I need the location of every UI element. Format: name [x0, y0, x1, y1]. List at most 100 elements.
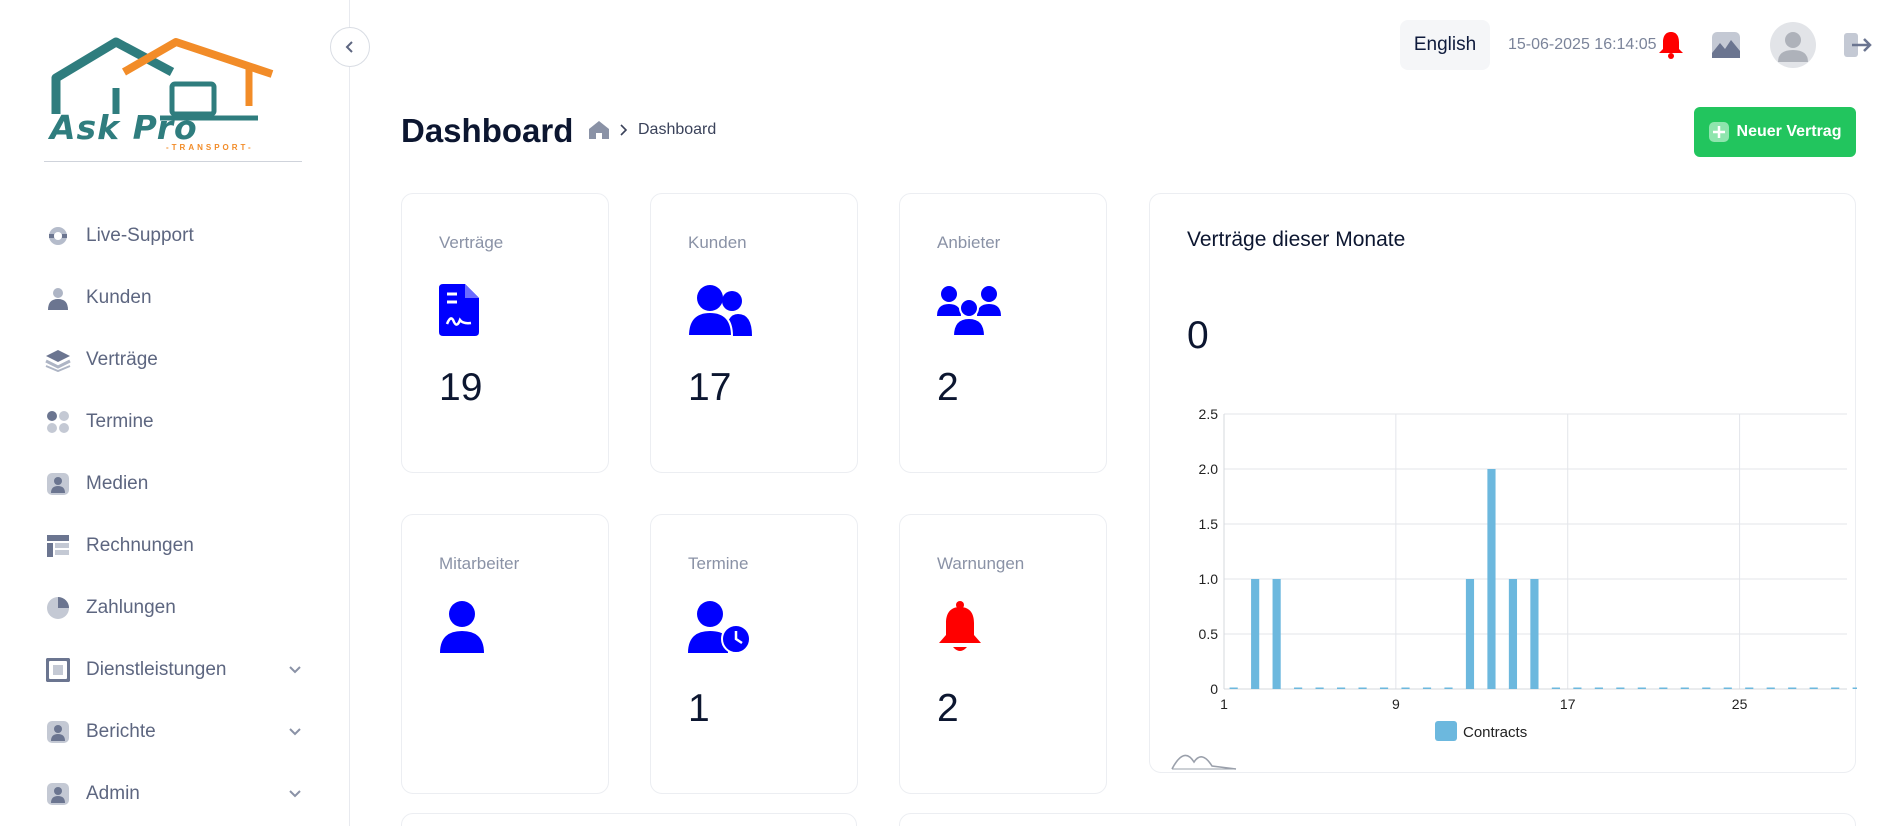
- chart-bar: [1745, 687, 1754, 689]
- legend-swatch: [1435, 721, 1457, 741]
- stat-card-mitarbeiter[interactable]: Mitarbeiter: [401, 514, 609, 794]
- brand-logo[interactable]: Ask Pro -TRANSPORT-: [44, 30, 302, 162]
- stat-card-vertraege[interactable]: Verträge 19: [401, 193, 609, 473]
- brand-name: Ask Pro: [50, 108, 198, 147]
- chart-bar: [1422, 687, 1432, 689]
- chart-bar: [1508, 579, 1518, 689]
- sidebar-item-live-support[interactable]: Live-Support: [44, 205, 304, 267]
- chevron-down-icon[interactable]: [286, 785, 304, 803]
- stat-card-warnungen[interactable]: Warnungen 2: [899, 514, 1107, 794]
- notification-bell-icon[interactable]: [1656, 30, 1686, 60]
- chart-bar: [1637, 687, 1646, 689]
- chart-bar: [1294, 687, 1303, 689]
- sidebar-item-zahlungen[interactable]: Zahlungen: [44, 577, 304, 639]
- x-tick-label: 1: [1220, 696, 1228, 712]
- sidebar-item-label: Live-Support: [86, 225, 194, 246]
- wave-icon: [1171, 754, 1237, 770]
- chevron-down-icon[interactable]: [286, 661, 304, 679]
- user-icon: [44, 284, 72, 312]
- chart-bar: [1831, 687, 1840, 689]
- y-tick-label: 1.5: [1199, 516, 1219, 532]
- chart-total: 0: [1187, 314, 1209, 357]
- users-icon: [688, 285, 752, 336]
- stat-card-termine[interactable]: Termine 1: [650, 514, 858, 794]
- chart-bar: [1358, 687, 1367, 689]
- chart-bar: [1809, 687, 1818, 689]
- home-icon[interactable]: [588, 120, 610, 140]
- language-selector[interactable]: English: [1400, 20, 1490, 70]
- sidebar-item-dienstleistungen[interactable]: Dienstleistungen: [44, 639, 304, 701]
- group-icon: [937, 286, 1001, 336]
- chart-bar: [1379, 687, 1389, 689]
- logout-icon[interactable]: [1843, 32, 1873, 58]
- chart-bar: [1702, 687, 1711, 689]
- card-label: Mitarbeiter: [439, 554, 520, 573]
- current-datetime: 15-06-2025 16:14:05: [1508, 36, 1657, 53]
- card-value: 19: [439, 366, 483, 409]
- card-value: 17: [688, 366, 732, 409]
- sidebar-item-kunden[interactable]: Kunden: [44, 267, 304, 329]
- chevron-left-icon: [345, 41, 353, 53]
- chart-bar: [1315, 687, 1324, 689]
- chart-bar: [1465, 579, 1475, 689]
- brand-subtitle: -TRANSPORT-: [166, 143, 254, 152]
- stat-card-kunden[interactable]: Kunden 17: [650, 193, 858, 473]
- sidebar-item-berichte[interactable]: Berichte: [44, 701, 304, 763]
- bottom-card-right: [899, 813, 1856, 826]
- lifebuoy-icon: [44, 222, 72, 250]
- contract-icon: [439, 284, 479, 336]
- layers-icon: [44, 346, 72, 374]
- invoice-icon: [44, 532, 72, 560]
- sidebar-item-medien[interactable]: Medien: [44, 453, 304, 515]
- sidebar-item-label: Dienstleistungen: [86, 659, 227, 680]
- chart-bar: [1616, 687, 1625, 689]
- chart-bar: [1852, 687, 1857, 689]
- card-value: 2: [937, 366, 959, 409]
- y-tick-label: 1.0: [1199, 571, 1219, 587]
- contracts-bar-chart: 0 0.5 1.0 1.5 2.0 2.5 1 9 17 25 Contracts: [1171, 406, 1857, 770]
- sidebar-item-rechnungen[interactable]: Rechnungen: [44, 515, 304, 577]
- x-tick-label: 25: [1732, 696, 1748, 712]
- card-label: Anbieter: [937, 233, 1001, 252]
- sidebar-item-label: Rechnungen: [86, 535, 194, 556]
- user-clock-icon: [688, 601, 751, 653]
- bell-icon: [939, 601, 981, 651]
- sidebar-collapse-button[interactable]: [330, 27, 370, 67]
- activity-chart-icon[interactable]: [1711, 31, 1741, 59]
- breadcrumb: Dashboard: [588, 120, 716, 140]
- new-contract-button[interactable]: Neuer Vertrag: [1694, 107, 1856, 157]
- chart-bar: [1229, 687, 1238, 689]
- stat-card-anbieter[interactable]: Anbieter 2: [899, 193, 1107, 473]
- sidebar-item-termine[interactable]: Termine: [44, 391, 304, 453]
- chevron-down-icon[interactable]: [286, 723, 304, 741]
- chart-bar: [1788, 687, 1797, 689]
- person-icon: [440, 601, 484, 653]
- user-avatar[interactable]: [1770, 22, 1816, 68]
- bottom-card-left: [401, 813, 857, 826]
- services-icon: [44, 656, 72, 684]
- sidebar-item-vertraege[interactable]: Verträge: [44, 329, 304, 391]
- chart-bar: [1487, 469, 1496, 689]
- sidebar-item-label: Berichte: [86, 721, 156, 742]
- new-contract-label: Neuer Vertrag: [1736, 123, 1842, 140]
- sidebar: Ask Pro -TRANSPORT- Live-Support Kunden …: [0, 0, 350, 826]
- card-value: 1: [688, 687, 710, 730]
- chart-bar: [1573, 687, 1582, 689]
- chart-bar: [1723, 687, 1732, 689]
- breadcrumb-current: Dashboard: [638, 121, 717, 138]
- sidebar-item-label: Zahlungen: [86, 597, 176, 618]
- card-label: Warnungen: [937, 554, 1025, 573]
- pie-icon: [44, 594, 72, 622]
- legend-label: Contracts: [1463, 724, 1527, 741]
- y-tick-label: 2.0: [1199, 461, 1219, 477]
- chart-bar: [1272, 579, 1281, 689]
- chart-bar: [1401, 687, 1410, 689]
- sidebar-item-admin[interactable]: Admin: [44, 763, 304, 825]
- card-label: Verträge: [439, 233, 504, 252]
- sidebar-item-label: Medien: [86, 473, 149, 494]
- chart-bar: [1659, 687, 1668, 689]
- contracts-chart-card: Verträge dieser Monate 0 0 0.5 1.0 1.5 2.0 2.…: [1149, 193, 1857, 773]
- chart-bar: [1551, 687, 1560, 689]
- card-label: Kunden: [688, 233, 747, 252]
- admin-icon: [44, 780, 72, 808]
